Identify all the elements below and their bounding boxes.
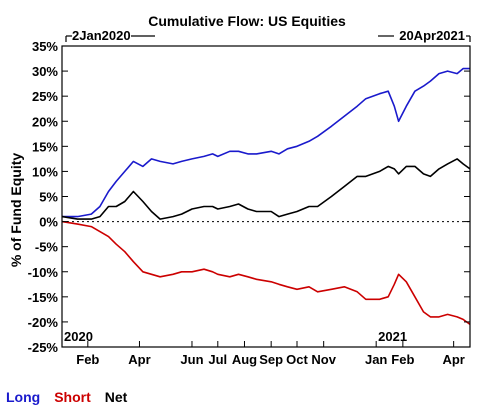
year-label: 2021 xyxy=(378,329,407,344)
end-date-label: 20Apr2021 xyxy=(399,28,465,43)
series-line-long xyxy=(62,67,470,218)
x-tick-label: Feb xyxy=(391,352,414,367)
series-line-short xyxy=(61,220,471,326)
x-tick-label: Aug xyxy=(232,352,257,367)
x-tick-label: Oct xyxy=(286,352,308,367)
x-tick-label: Apr xyxy=(442,352,464,367)
x-tick-label: Jul xyxy=(208,352,227,367)
y-tick-label: 35% xyxy=(32,39,58,54)
y-tick-label: 15% xyxy=(32,139,58,154)
start-date-label: 2Jan2020 xyxy=(72,28,131,43)
x-tick-label: Sep xyxy=(259,352,283,367)
x-tick-label: Jan xyxy=(365,352,387,367)
year-label: 2020 xyxy=(64,329,93,344)
x-tick-label: Feb xyxy=(76,352,99,367)
x-tick-label: Nov xyxy=(311,352,336,367)
y-tick-label: 0% xyxy=(39,215,58,230)
legend: Long Short Net xyxy=(6,389,141,405)
legend-item-short: Short xyxy=(54,389,91,405)
y-tick-label: -25% xyxy=(28,340,59,355)
y-axis-label: % of Fund Equity xyxy=(8,153,24,268)
y-tick-label: -15% xyxy=(28,290,59,305)
y-tick-label: 5% xyxy=(39,190,58,205)
chart-title: Cumulative Flow: US Equities xyxy=(148,13,346,29)
y-tick-label: -20% xyxy=(28,315,59,330)
y-tick-label: -5% xyxy=(35,240,59,255)
series-line-net xyxy=(61,158,471,220)
y-tick-label: 20% xyxy=(32,114,58,129)
y-tick-label: 10% xyxy=(32,164,58,179)
y-tick-label: 30% xyxy=(32,64,58,79)
y-tick-label: 25% xyxy=(32,89,58,104)
x-tick-label: Jun xyxy=(180,352,203,367)
plot-frame xyxy=(61,45,471,348)
x-tick-label: Apr xyxy=(128,352,150,367)
legend-item-net: Net xyxy=(104,389,128,405)
y-tick-label: -10% xyxy=(28,265,59,280)
legend-item-long: Long xyxy=(6,389,41,405)
